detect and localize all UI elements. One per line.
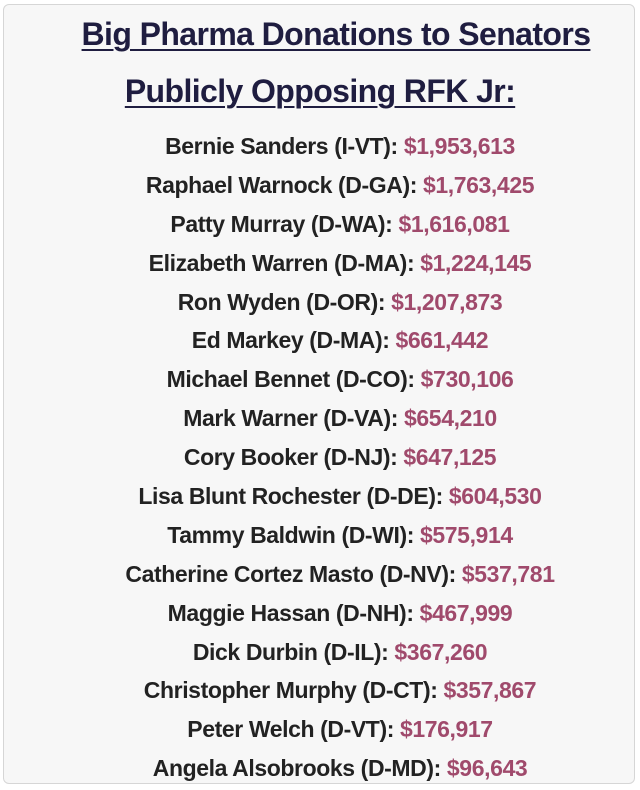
donation-amount: $537,781 bbox=[461, 560, 555, 587]
donation-amount: $357,867 bbox=[443, 677, 537, 704]
list-item: Mark Warner (D-VA): $654,210 bbox=[0, 399, 640, 438]
list-item: Dick Durbin (D-IL): $367,260 bbox=[0, 633, 640, 672]
list-item: Ron Wyden (D-OR): $1,207,873 bbox=[0, 283, 640, 322]
donation-amount: $575,914 bbox=[420, 521, 513, 548]
list-item: Elizabeth Warren (D-MA): $1,224,145 bbox=[0, 244, 640, 283]
senator-list: Bernie Sanders (I-VT): $1,953,613 Raphael… bbox=[0, 127, 640, 788]
senator-name: Mark Warner (D-VA): bbox=[183, 405, 399, 432]
list-item: Maggie Hassan (D-NH): $467,999 bbox=[0, 594, 640, 633]
senator-name: Lisa Blunt Rochester (D-DE): bbox=[138, 483, 443, 510]
list-item: Michael Bennet (D-CO): $730,106 bbox=[0, 360, 640, 399]
senator-name: Ron Wyden (D-OR): bbox=[177, 288, 386, 315]
senator-name: Cory Booker (D-NJ): bbox=[183, 444, 398, 471]
senator-name: Patty Murray (D-WA): bbox=[170, 210, 393, 237]
donation-amount: $1,224,145 bbox=[420, 249, 532, 276]
donation-amount: $176,917 bbox=[399, 716, 493, 743]
donation-amount: $1,616,081 bbox=[398, 210, 510, 237]
list-item: Angela Alsobrooks (D-MD): $96,643 bbox=[0, 749, 640, 788]
donation-amount: $730,106 bbox=[420, 366, 514, 393]
donation-amount: $467,999 bbox=[419, 599, 513, 626]
list-item: Ed Markey (D-MA): $661,442 bbox=[0, 321, 640, 360]
senator-name: Ed Markey (D-MA): bbox=[191, 327, 390, 354]
donation-amount: $1,763,425 bbox=[422, 171, 535, 198]
list-item: Bernie Sanders (I-VT): $1,953,613 bbox=[0, 127, 640, 166]
senator-name: Michael Bennet (D-CO): bbox=[166, 366, 415, 393]
senator-name: Peter Welch (D-VT): bbox=[187, 716, 394, 743]
donation-amount: $647,125 bbox=[403, 444, 497, 471]
list-item: Peter Welch (D-VT): $176,917 bbox=[0, 710, 640, 749]
donation-amount: $1,953,613 bbox=[403, 133, 516, 159]
list-item: Christopher Murphy (D-CT): $357,867 bbox=[0, 671, 640, 710]
donation-amount: $661,442 bbox=[395, 327, 489, 354]
senator-name: Maggie Hassan (D-NH): bbox=[167, 599, 414, 626]
senator-name: Dick Durbin (D-IL): bbox=[192, 638, 389, 665]
list-item: Patty Murray (D-WA): $1,616,081 bbox=[0, 205, 640, 244]
list-item: Catherine Cortez Masto (D-NV): $537,781 bbox=[0, 555, 640, 594]
senator-name: Tammy Baldwin (D-WI): bbox=[167, 521, 414, 548]
card bbox=[3, 4, 635, 784]
list-item: Tammy Baldwin (D-WI): $575,914 bbox=[0, 516, 640, 555]
title-line-2: Publicly Opposing RFK Jr: bbox=[124, 73, 516, 109]
senator-name: Elizabeth Warren (D-MA): bbox=[148, 249, 415, 276]
donation-amount: $1,207,873 bbox=[391, 288, 503, 315]
title-line-1: Big Pharma Donations to Senators bbox=[81, 16, 591, 52]
senator-name: Bernie Sanders (I-VT): bbox=[165, 133, 398, 159]
donation-amount: $654,210 bbox=[404, 405, 497, 432]
senator-name: Christopher Murphy (D-CT): bbox=[143, 677, 438, 704]
list-item: Lisa Blunt Rochester (D-DE): $604,530 bbox=[0, 477, 640, 516]
list-item: Raphael Warnock (D-GA): $1,763,425 bbox=[0, 166, 640, 205]
senator-name: Catherine Cortez Masto (D-NV): bbox=[125, 560, 456, 587]
senator-name: Angela Alsobrooks (D-MD): bbox=[152, 755, 442, 782]
donation-amount: $367,260 bbox=[394, 638, 488, 665]
list-item: Cory Booker (D-NJ): $647,125 bbox=[0, 438, 640, 477]
donation-amount: $96,643 bbox=[446, 755, 528, 782]
senator-name: Raphael Warnock (D-GA): bbox=[145, 171, 417, 198]
donation-amount: $604,530 bbox=[448, 483, 542, 510]
